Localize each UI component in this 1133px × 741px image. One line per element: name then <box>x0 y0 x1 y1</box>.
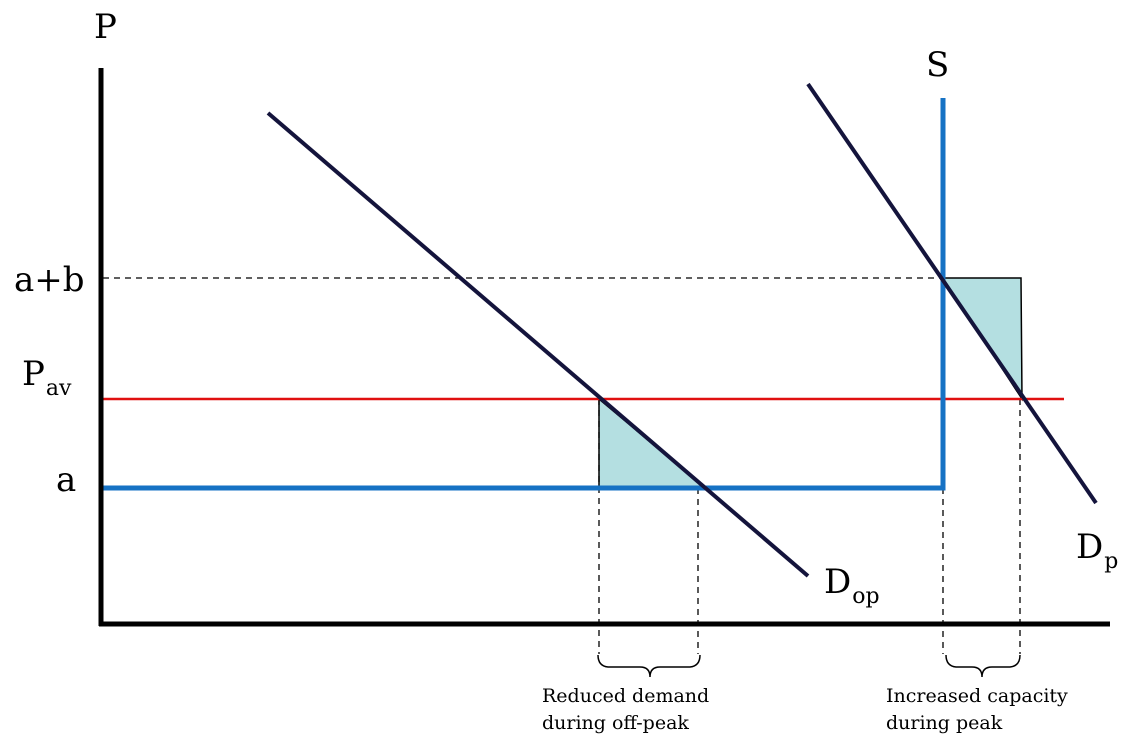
offpeak-brace <box>597 654 701 678</box>
peak-demand-label: Dp <box>1076 527 1118 574</box>
peak-annotation-line2: during peak <box>886 712 1003 734</box>
supply-label: S <box>926 45 949 85</box>
peak-brace <box>945 654 1021 678</box>
supply-curve <box>103 98 946 491</box>
average-price-label: Pav <box>22 354 72 401</box>
low-price-label: a <box>56 460 76 500</box>
offpeak-annotation-line1: Reduced demand <box>542 685 709 707</box>
high-price-label: a+b <box>14 260 85 300</box>
offpeak-demand-label: Dop <box>824 562 880 609</box>
offpeak-annotation-line2: during off-peak <box>542 712 689 734</box>
peak-demand-curve <box>806 82 1098 505</box>
peak-annotation-line1: Increased capacity <box>886 685 1068 707</box>
offpeak-demand-curve <box>266 111 810 578</box>
y-axis-label: P <box>94 7 117 47</box>
